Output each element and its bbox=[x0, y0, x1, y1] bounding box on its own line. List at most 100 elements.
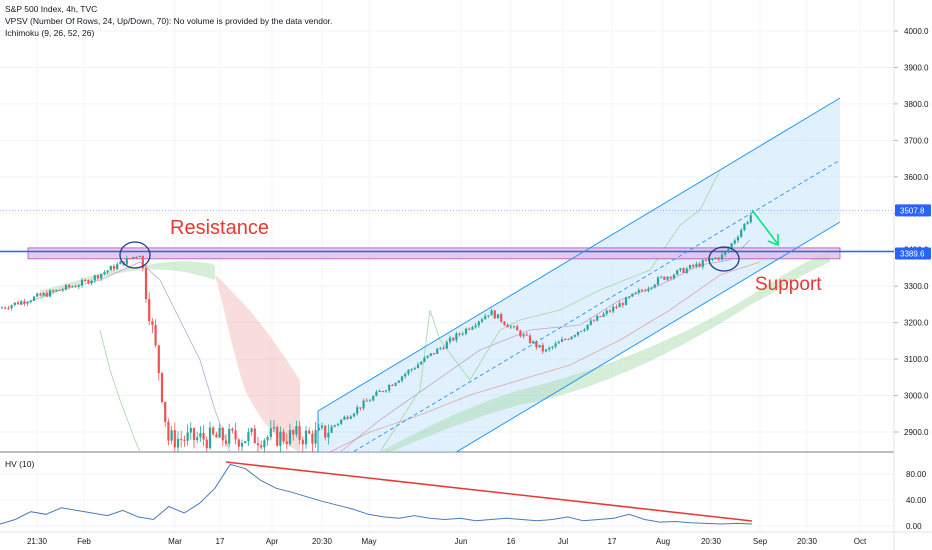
candle bbox=[701, 258, 704, 270]
hv-tick-label: 0.00 bbox=[906, 522, 922, 531]
candle bbox=[324, 425, 327, 441]
candle bbox=[80, 277, 84, 288]
candle bbox=[551, 345, 554, 350]
candle bbox=[362, 398, 365, 411]
candle bbox=[132, 256, 135, 260]
candle bbox=[733, 238, 736, 245]
candle bbox=[253, 425, 256, 444]
candle bbox=[388, 383, 391, 393]
candle bbox=[71, 285, 74, 288]
candle bbox=[548, 346, 551, 352]
candle bbox=[141, 255, 144, 272]
channel-upper-line bbox=[317, 97, 841, 412]
candle bbox=[452, 337, 455, 342]
candle bbox=[666, 276, 669, 282]
candle bbox=[541, 342, 544, 354]
candle bbox=[90, 279, 93, 286]
candle bbox=[164, 401, 167, 428]
candle bbox=[698, 261, 701, 268]
time-tick-label: 21:30 bbox=[27, 537, 48, 546]
candle bbox=[333, 424, 336, 428]
down-arrow-icon bbox=[751, 209, 779, 247]
candle bbox=[212, 426, 215, 437]
resistance-support-zone bbox=[27, 247, 841, 260]
candle bbox=[650, 286, 653, 291]
candle bbox=[484, 313, 487, 320]
candle bbox=[656, 276, 660, 287]
candle bbox=[218, 423, 221, 438]
candle bbox=[704, 257, 708, 262]
candle bbox=[672, 273, 676, 280]
candle bbox=[624, 296, 628, 306]
candle bbox=[199, 426, 202, 442]
candle bbox=[301, 436, 304, 452]
candle bbox=[135, 256, 138, 260]
candle bbox=[234, 422, 237, 445]
candle bbox=[343, 415, 346, 420]
hv-trendline bbox=[225, 461, 753, 522]
candle bbox=[647, 286, 650, 293]
hv-series-line bbox=[0, 463, 753, 525]
candle bbox=[519, 329, 522, 338]
candle bbox=[423, 355, 426, 363]
candle bbox=[621, 301, 624, 308]
candle bbox=[480, 317, 484, 324]
candle bbox=[375, 390, 378, 397]
channel-lower-line bbox=[455, 221, 841, 452]
candle bbox=[746, 220, 749, 225]
candle bbox=[138, 255, 141, 258]
candle bbox=[631, 293, 634, 298]
candle bbox=[461, 331, 464, 336]
price-tick-label: 3200.0 bbox=[904, 319, 929, 328]
candle bbox=[23, 298, 26, 307]
time-tick-label: 17 bbox=[216, 537, 225, 546]
candle bbox=[224, 433, 228, 447]
candle bbox=[439, 346, 442, 351]
candle bbox=[538, 344, 541, 349]
candle bbox=[471, 325, 474, 331]
candle bbox=[372, 395, 375, 402]
candle bbox=[612, 304, 615, 314]
candle bbox=[336, 423, 340, 427]
candle bbox=[365, 398, 368, 402]
candle bbox=[311, 430, 314, 452]
price-label-box bbox=[895, 247, 931, 260]
candle bbox=[263, 438, 266, 452]
candle bbox=[679, 268, 682, 273]
candle bbox=[340, 419, 343, 426]
candle bbox=[432, 353, 436, 356]
candle bbox=[144, 263, 148, 303]
time-tick-label: Jun bbox=[455, 537, 468, 546]
candle bbox=[599, 315, 602, 318]
chart-title: S&P 500 Index, 4h, TVC bbox=[5, 4, 97, 14]
candle bbox=[42, 292, 45, 297]
candle bbox=[231, 427, 234, 434]
candle bbox=[157, 344, 160, 381]
candle bbox=[20, 299, 23, 305]
candle bbox=[74, 284, 77, 288]
candle bbox=[653, 283, 656, 289]
candle bbox=[608, 308, 612, 314]
candle bbox=[84, 278, 87, 282]
candle bbox=[250, 427, 253, 436]
candle bbox=[580, 330, 583, 333]
candle bbox=[308, 427, 311, 435]
time-tick-label: Sep bbox=[753, 537, 768, 546]
price-label-box bbox=[895, 204, 931, 217]
candle bbox=[256, 436, 260, 452]
candle bbox=[26, 300, 29, 307]
candle bbox=[48, 289, 52, 298]
candle bbox=[496, 314, 500, 319]
candle bbox=[477, 320, 480, 328]
candle bbox=[416, 362, 420, 369]
candle bbox=[493, 309, 496, 320]
candle bbox=[602, 312, 605, 318]
candle bbox=[420, 360, 423, 366]
candle bbox=[516, 324, 519, 331]
channel-fill bbox=[318, 98, 840, 452]
price-tick-label: 4000.0 bbox=[904, 27, 929, 36]
candle bbox=[368, 398, 372, 402]
candle bbox=[429, 353, 432, 357]
candle bbox=[583, 327, 586, 332]
candle bbox=[468, 327, 471, 331]
